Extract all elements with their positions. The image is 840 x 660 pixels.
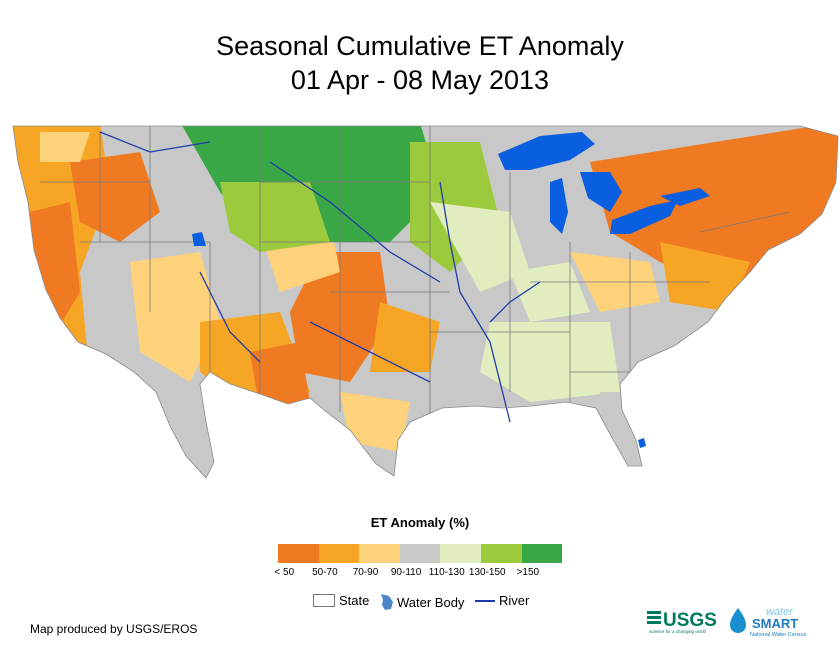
legend-swatch-lt50	[278, 544, 319, 563]
state-box-icon	[313, 594, 335, 607]
key-state-label: State	[339, 593, 370, 608]
key-water-body: Water Body	[377, 593, 464, 611]
legend-label: 130-150	[468, 567, 506, 578]
et-anomaly-map	[12, 125, 839, 479]
usgs-wave-icon	[647, 611, 661, 624]
water-bodies	[192, 132, 710, 448]
legend-swatch-70-90	[359, 544, 400, 563]
usgs-tagline: science for a changing world	[649, 629, 707, 634]
key-river-label: River	[499, 593, 530, 608]
watersmart-tagline: National Water Census	[750, 632, 807, 638]
legend-labels: < 50 50-70 70-90 90-110 110-130 130-150 …	[264, 567, 548, 578]
water-body-icon	[381, 594, 393, 610]
map-date-range: 01 Apr - 08 May 2013	[290, 65, 550, 95]
legend-swatch-130-150	[480, 544, 522, 563]
legend-swatch-110-130	[440, 544, 481, 563]
legend-label: < 50	[274, 567, 295, 578]
state-boundaries	[40, 126, 791, 422]
us-outline	[12, 125, 839, 479]
water-drop-icon	[730, 608, 746, 633]
key-river: River	[475, 593, 529, 608]
legend-label: >150	[516, 567, 540, 578]
map-credit: Map produced by USGS/EROS	[30, 622, 198, 636]
usgs-wordmark: USGS	[663, 610, 717, 631]
watersmart-smart: SMART	[752, 616, 798, 631]
river-line-icon	[475, 599, 495, 602]
legend-title: ET Anomaly (%)	[370, 515, 470, 530]
legend-color-bar	[278, 544, 563, 563]
legend-label: 70-90	[352, 567, 379, 578]
legend-swatch-gt150	[521, 544, 563, 563]
legend-label: 110-130	[428, 567, 465, 578]
map-title: Seasonal Cumulative ET Anomaly	[216, 31, 624, 61]
legend-swatch-50-70	[318, 544, 360, 563]
rivers	[99, 131, 541, 423]
legend-label: 50-70	[312, 567, 338, 578]
key-water-body-label: Water Body	[397, 594, 465, 610]
key-state: State	[313, 593, 369, 608]
anomaly-fill	[13, 126, 838, 478]
usgs-logo: USGS science for a changing world	[647, 610, 717, 634]
watersmart-logo: water SMART National Water Census	[730, 606, 807, 638]
watersmart-water: water	[766, 606, 794, 618]
legend-swatch-90-110	[399, 544, 441, 563]
legend-label: 90-110	[390, 567, 422, 578]
